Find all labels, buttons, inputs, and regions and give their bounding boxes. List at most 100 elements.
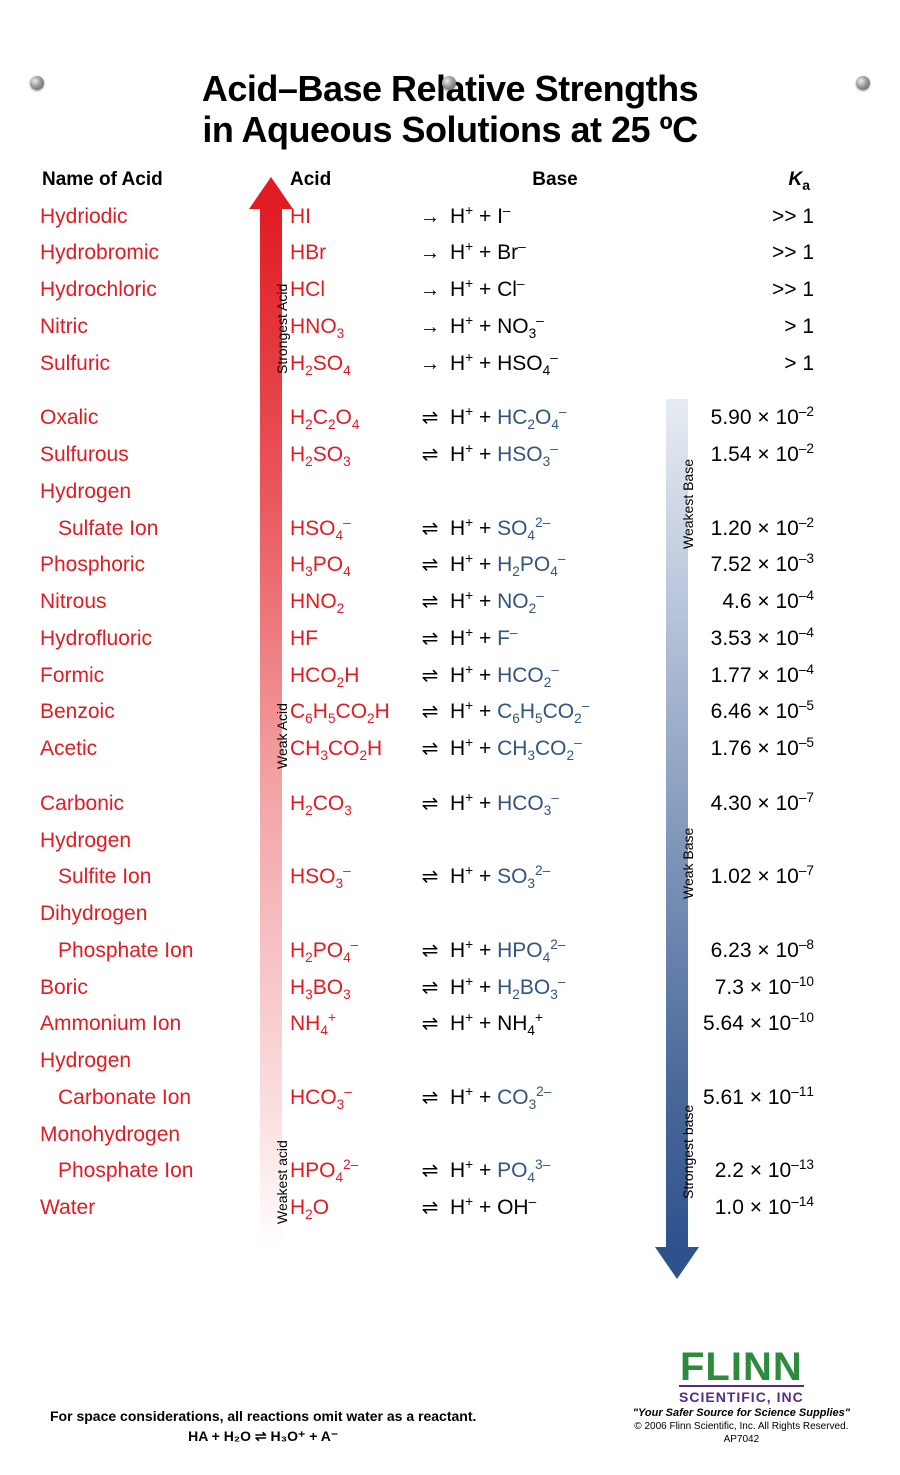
reaction-arrow: ⇌ xyxy=(410,971,450,1006)
footnote-text: For space considerations, all reactions … xyxy=(50,1408,476,1424)
table-row: Sulfuric H2SO4 → H+ + HSO4– > 1 xyxy=(40,346,860,383)
ka-value: > 1 xyxy=(660,309,820,346)
acid-name: Sulfuric xyxy=(40,346,250,383)
table-row: Phosphate Ion H2PO4– ⇌ H+ + HPO42– 6.23 … xyxy=(40,933,860,970)
base-label-strongest: Strongest base xyxy=(680,1104,696,1198)
reaction-arrow: ⇌ xyxy=(410,1081,450,1116)
base-formula: H+ + SO42– xyxy=(450,511,660,548)
acid-name: Nitrous xyxy=(40,584,250,621)
acid-base-table: Name of Acid Acid Base Ka Strongest Acid… xyxy=(40,169,860,1227)
logo-tagline: "Your Safer Source for Science Supplies" xyxy=(633,1407,850,1419)
grommet-icon xyxy=(30,76,44,90)
acid-name: Hydrochloric xyxy=(40,272,250,309)
table-row: Ammonium Ion NH4+ ⇌ H+ + NH4+ 5.64 × 10–… xyxy=(40,1006,860,1043)
acid-name: Sulfate Ion xyxy=(40,511,250,548)
acid-label-strongest: Strongest Acid xyxy=(274,283,290,373)
logo-name: FLINN xyxy=(633,1349,850,1385)
reaction-arrow: ⇌ xyxy=(410,695,450,730)
table-row: Benzoic C6H5CO2H ⇌ H+ + C6H5CO2– 6.46 × … xyxy=(40,694,860,731)
acid-name: Acetic xyxy=(40,731,250,768)
base-formula: H+ + SO32– xyxy=(450,859,660,896)
reaction-arrow: ⇌ xyxy=(410,1154,450,1189)
table-row: Nitrous HNO2 ⇌ H+ + NO2– 4.6 × 10–4 xyxy=(40,584,860,621)
base-formula: H+ + CH3CO2– xyxy=(450,731,660,768)
acid-name: Dihydrogen xyxy=(40,896,250,933)
table-row: Carbonic H2CO3 ⇌ H+ + HCO3– 4.30 × 10–7 xyxy=(40,786,860,823)
acid-name: Hydrogen xyxy=(40,1043,250,1080)
acid-name: Carbonic xyxy=(40,786,250,823)
base-formula: H+ + I– xyxy=(450,199,660,236)
base-formula: H+ + Cl– xyxy=(450,272,660,309)
acid-name: Phosphate Ion xyxy=(40,1153,250,1190)
base-formula: H+ + Br– xyxy=(450,235,660,272)
base-formula: H+ + HPO42– xyxy=(450,933,660,970)
base-label-weak: Weak Base xyxy=(680,827,696,898)
reaction-arrow: ⇌ xyxy=(410,1007,450,1042)
acid-name: Phosphoric xyxy=(40,547,250,584)
base-formula: H+ + OH– xyxy=(450,1190,660,1227)
logo-copyright: © 2006 Flinn Scientific, Inc. All Rights… xyxy=(633,1421,850,1432)
table-row: Hydrofluoric HF ⇌ H+ + F– 3.53 × 10–4 xyxy=(40,621,860,658)
header-base: Base xyxy=(450,169,660,193)
logo-code: AP7042 xyxy=(633,1434,850,1445)
acid-name: Carbonate Ion xyxy=(40,1080,250,1117)
table-row: Hydrogen xyxy=(40,823,860,860)
footnote: For space considerations, all reactions … xyxy=(50,1408,476,1445)
table-row: Phosphoric H3PO4 ⇌ H+ + H2PO4– 7.52 × 10… xyxy=(40,547,860,584)
base-formula: H+ + H2BO3– xyxy=(450,970,660,1007)
reaction-arrow: ⇌ xyxy=(410,659,450,694)
reaction-arrow: ⇌ xyxy=(410,512,450,547)
table-row: Oxalic H2C2O4 ⇌ H+ + HC2O4– 5.90 × 10–2 xyxy=(40,400,860,437)
table-row: Hydrobromic HBr → H+ + Br– >> 1 xyxy=(40,235,860,272)
base-formula: H+ + H2PO4– xyxy=(450,547,660,584)
base-formula: H+ + CO32– xyxy=(450,1080,660,1117)
ka-value: >> 1 xyxy=(660,199,820,236)
acid-name: Sulfite Ion xyxy=(40,859,250,896)
base-formula: H+ + HSO3– xyxy=(450,437,660,474)
footnote-equation: HA + H₂O ⇌ H₃O⁺ + A⁻ xyxy=(50,1428,476,1445)
table-row: Sulfurous H2SO3 ⇌ H+ + HSO3– 1.54 × 10–2 xyxy=(40,437,860,474)
acid-name: Ammonium Ion xyxy=(40,1006,250,1043)
reaction-arrow: → xyxy=(410,273,450,308)
reaction-arrow: ⇌ xyxy=(410,585,450,620)
table-row: Phosphate Ion HPO42– ⇌ H+ + PO43– 2.2 × … xyxy=(40,1153,860,1190)
reaction-arrow: ⇌ xyxy=(410,548,450,583)
acid-name: Phosphate Ion xyxy=(40,933,250,970)
reaction-arrow: ⇌ xyxy=(410,860,450,895)
reaction-arrow: → xyxy=(410,200,450,235)
footer: For space considerations, all reactions … xyxy=(50,1349,850,1445)
column-headers: Name of Acid Acid Base Ka xyxy=(40,169,860,193)
table-row: Acetic CH3CO2H ⇌ H+ + CH3CO2– 1.76 × 10–… xyxy=(40,731,860,768)
ka-value: > 1 xyxy=(660,346,820,383)
reaction-arrow: → xyxy=(410,310,450,345)
table-row: Hydrogen xyxy=(40,1043,860,1080)
acid-name: Boric xyxy=(40,970,250,1007)
acid-name: Sulfurous xyxy=(40,437,250,474)
base-formula: H+ + NO2– xyxy=(450,584,660,621)
acid-name: Oxalic xyxy=(40,400,250,437)
base-formula: H+ + C6H5CO2– xyxy=(450,694,660,731)
grommet-icon xyxy=(856,76,870,90)
logo-sub: SCIENTIFIC, INC xyxy=(679,1385,804,1405)
table-row: Carbonate Ion HCO3– ⇌ H+ + CO32– 5.61 × … xyxy=(40,1080,860,1117)
table-row: Sulfite Ion HSO3– ⇌ H+ + SO32– 1.02 × 10… xyxy=(40,859,860,896)
base-formula: H+ + HC2O4– xyxy=(450,400,660,437)
acid-name: Nitric xyxy=(40,309,250,346)
flinn-logo: FLINN SCIENTIFIC, INC "Your Safer Source… xyxy=(633,1349,850,1445)
base-formula: H+ + HCO2– xyxy=(450,658,660,695)
ka-value: >> 1 xyxy=(660,272,820,309)
reaction-arrow: ⇌ xyxy=(410,732,450,767)
base-formula: H+ + F– xyxy=(450,621,660,658)
acid-label-weak: Weak Acid xyxy=(274,703,290,769)
base-formula: H+ + NH4+ xyxy=(450,1006,660,1043)
base-label-weakest: Weakest Base xyxy=(680,459,696,549)
acid-name: Monohydrogen xyxy=(40,1117,250,1154)
base-formula: H+ + HCO3– xyxy=(450,786,660,823)
reaction-arrow: ⇌ xyxy=(410,622,450,657)
header-name: Name of Acid xyxy=(40,169,250,193)
ka-value: >> 1 xyxy=(660,235,820,272)
table-row: Boric H3BO3 ⇌ H+ + H2BO3– 7.3 × 10–10 xyxy=(40,970,860,1007)
base-formula: H+ + NO3– xyxy=(450,309,660,346)
reaction-arrow: ⇌ xyxy=(410,1191,450,1226)
acid-name: Benzoic xyxy=(40,694,250,731)
